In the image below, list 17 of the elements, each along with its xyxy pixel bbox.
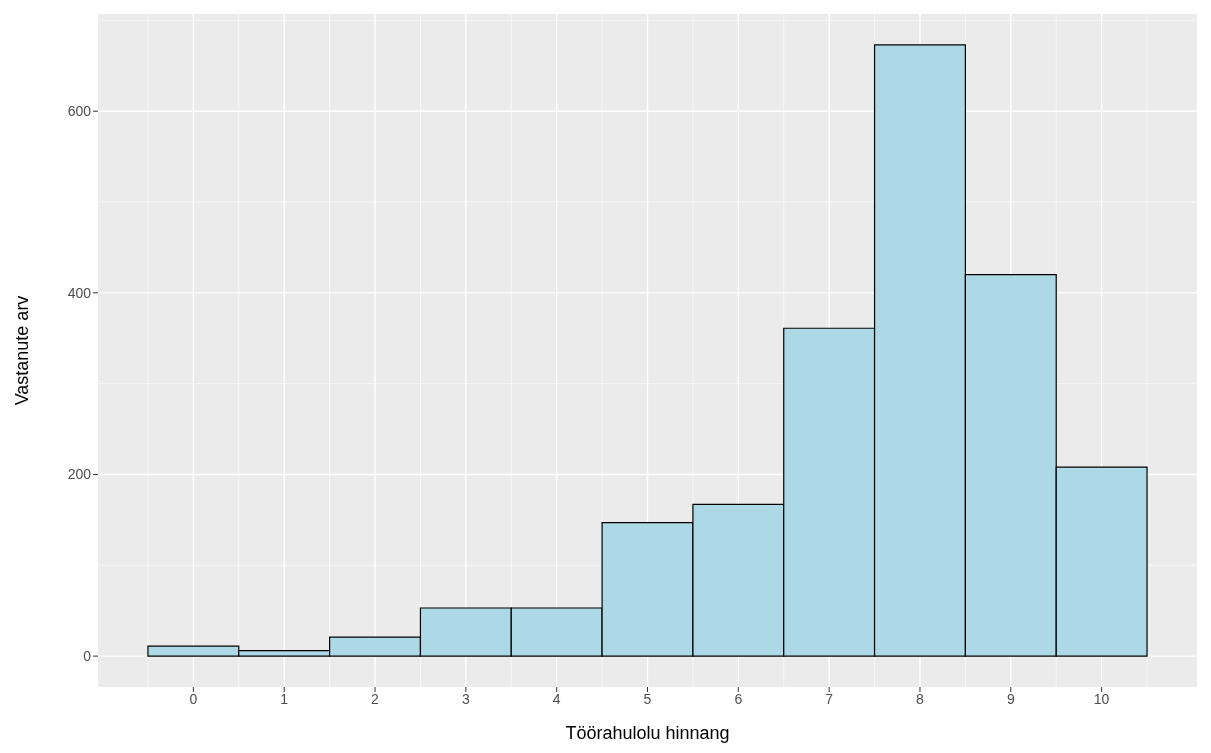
x-tick-label: 10 [1093, 690, 1110, 707]
y-tick-label: 600 [67, 103, 92, 120]
x-tick-label: 2 [371, 690, 380, 707]
x-tick-label: 1 [280, 690, 289, 707]
x-tick-label: 3 [461, 690, 470, 707]
y-tick-label: 400 [67, 284, 92, 301]
y-tick-label: 200 [67, 466, 92, 483]
x-tick-label: 6 [734, 690, 743, 707]
x-tick-label: 9 [1006, 690, 1015, 707]
x-tick-label: 0 [189, 690, 198, 707]
x-axis-title: Töörahulolu hinnang [565, 723, 730, 743]
y-tick-label: 0 [83, 648, 92, 665]
x-tick-label: 7 [825, 690, 834, 707]
x-tick-label: 8 [916, 690, 925, 707]
x-tick-label: 4 [552, 690, 561, 707]
y-axis-title: Vastanute arv [12, 295, 33, 406]
x-tick-label: 5 [643, 690, 652, 707]
